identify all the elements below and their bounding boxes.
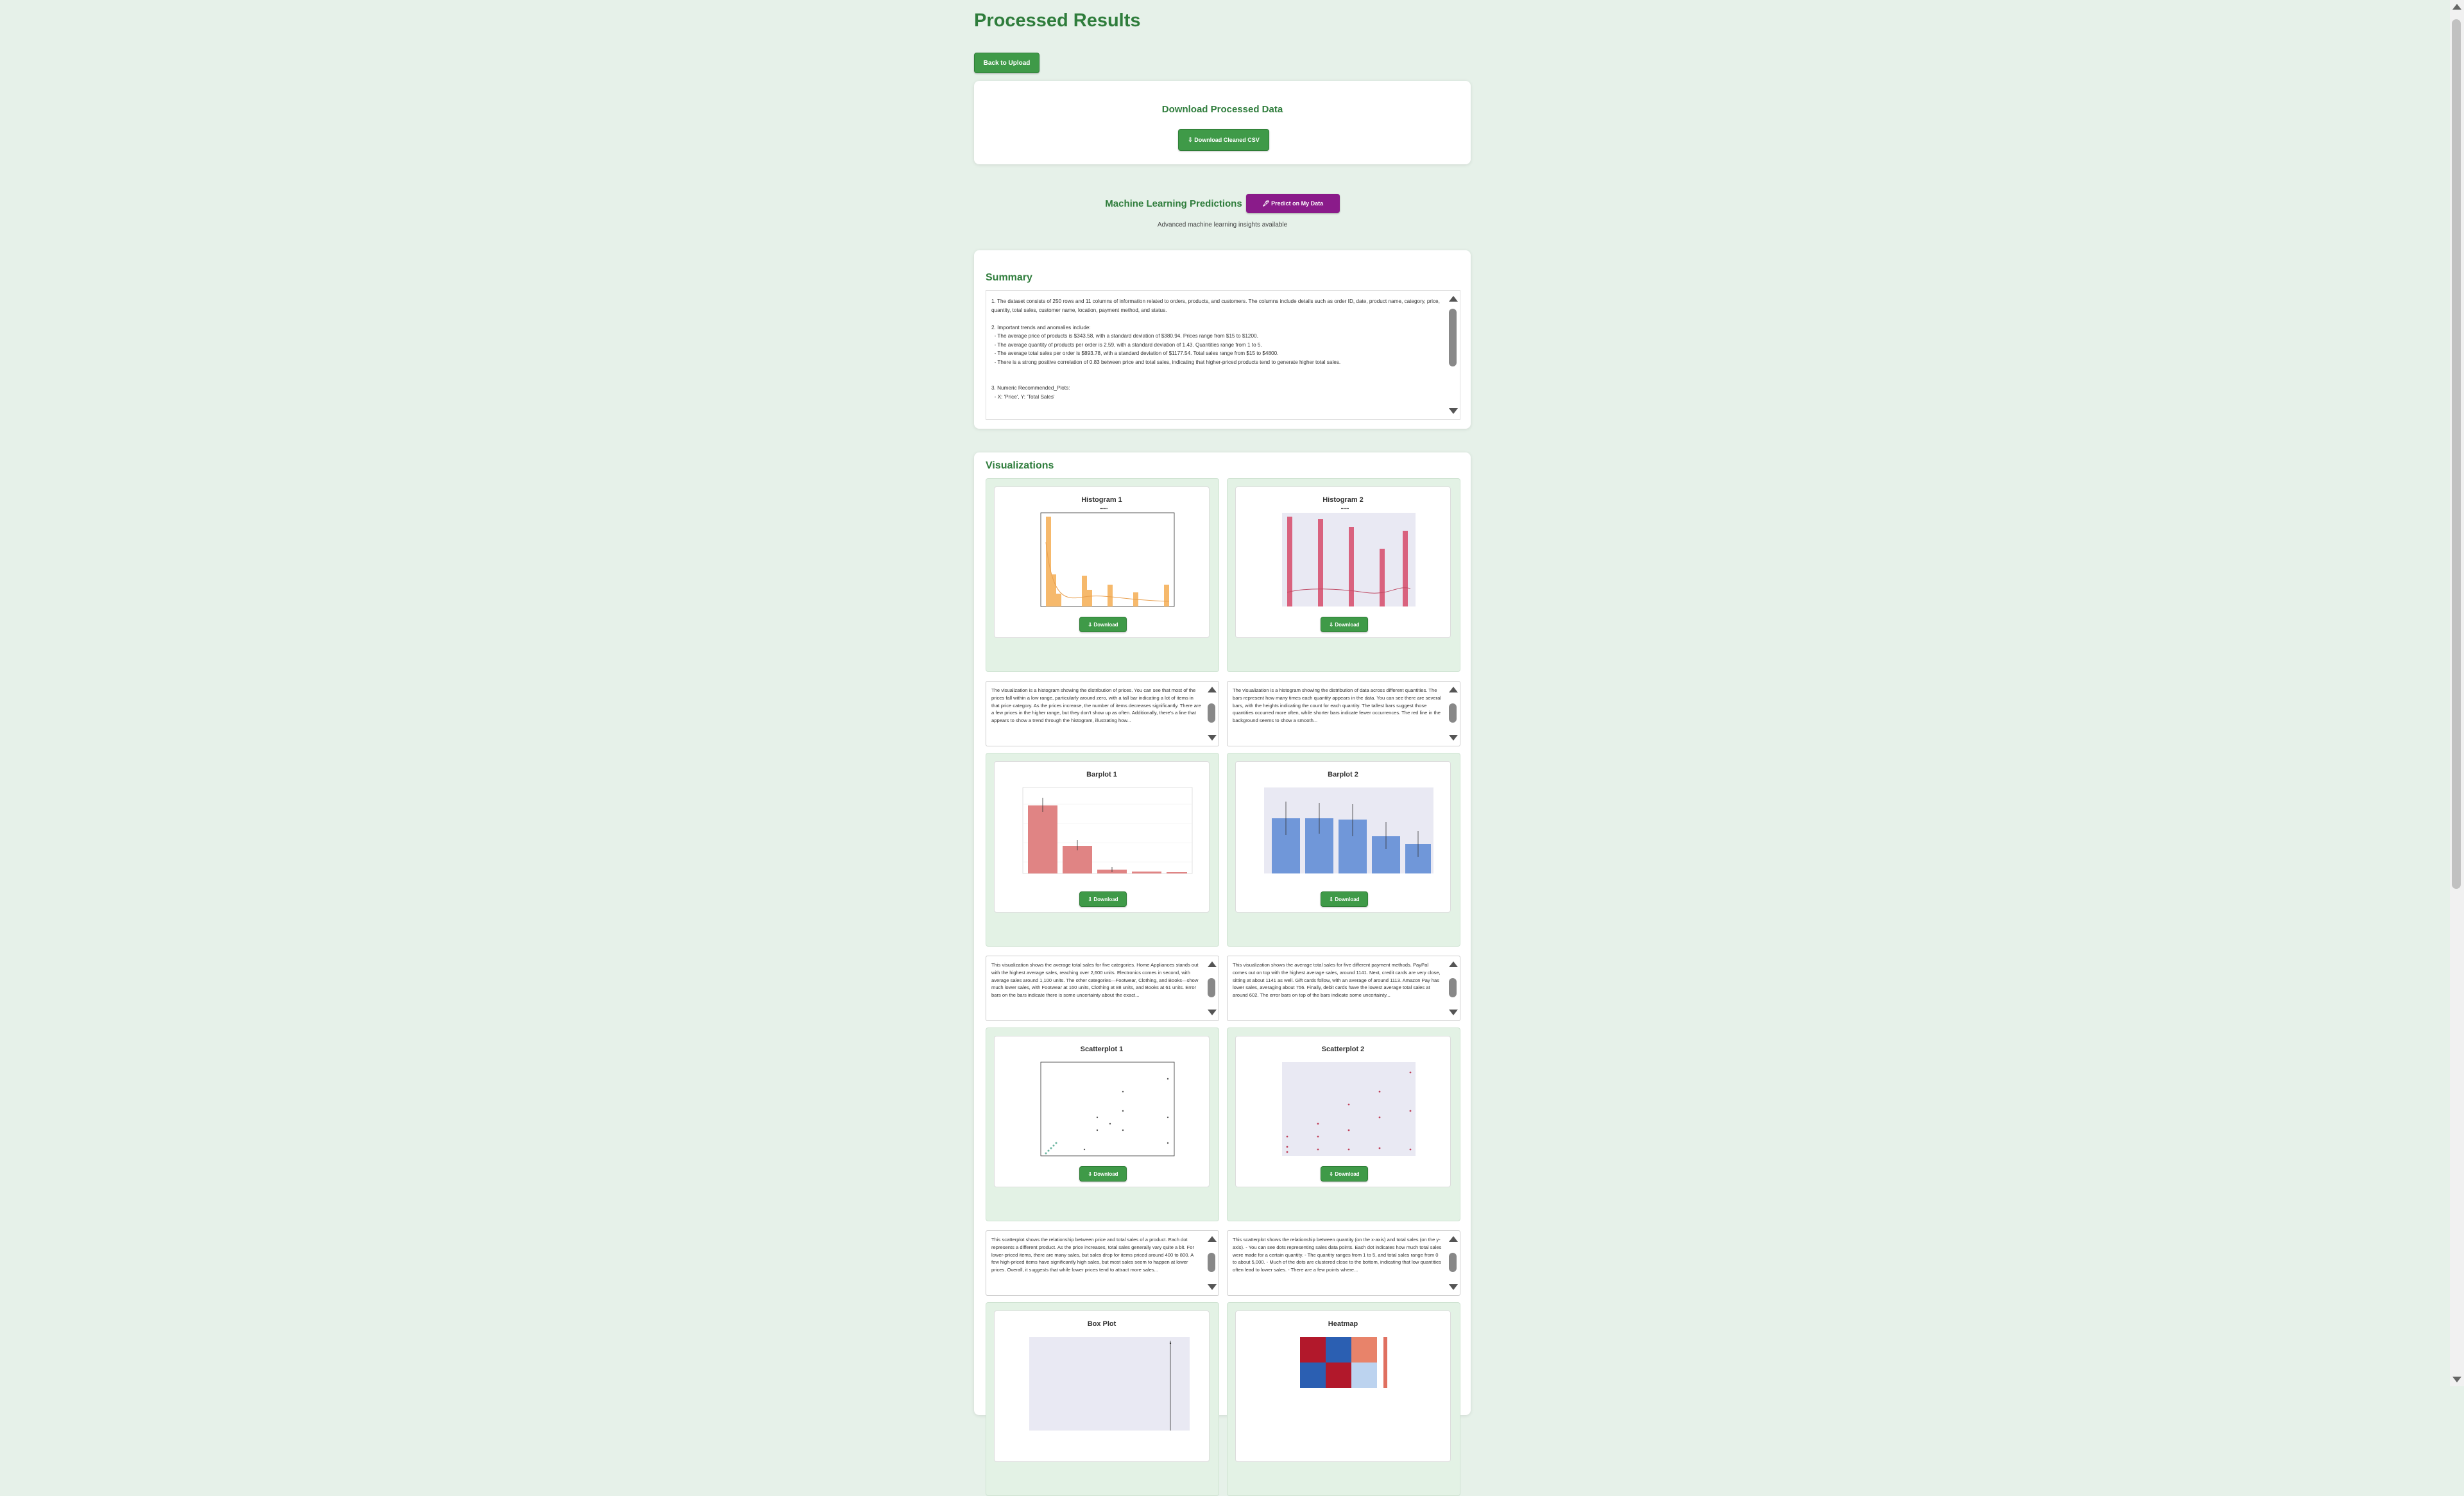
page-scrollbar[interactable] [2450,0,2464,1386]
histogram-2-tile: Histogram 2 ▪▪▪▪▪▪▪ ⇩ Download [1227,478,1460,672]
histogram-1-description-text: The visualization is a histogram showing… [991,687,1202,724]
scatterplot-1-download-button[interactable]: ⇩ Download [1079,1166,1127,1182]
scatterplot-2-download-button[interactable]: ⇩ Download [1321,1166,1368,1182]
back-to-upload-button[interactable]: Back to Upload [974,53,1040,73]
scatterplot-2-tile: Scatterplot 2 ⇩ Download [1227,1027,1460,1221]
histogram-2-description-text: The visualization is a histogram showing… [1233,687,1443,724]
scatterplot-2-description-text: This scatterplot shows the relationship … [1233,1237,1443,1273]
page-scroll-thumb[interactable] [2452,19,2461,889]
barplot-1-description[interactable]: This visualization shows the average tot… [986,956,1219,1021]
scroll-down-icon[interactable] [1449,735,1458,741]
scroll-down-icon[interactable] [1208,1284,1217,1290]
histogram-1-tile: Histogram 1 ▪▪▪▪▪▪▪ ⇩ Download [986,478,1219,672]
barplot-1-description-text: This visualization shows the average tot… [991,962,1200,999]
barplot-2-tile: Barplot 2 ⇩ Download [1227,753,1460,947]
desc-scrollbar[interactable] [1446,682,1460,746]
histogram-1-title: Histogram 1 [1081,496,1122,504]
barplot-1-tile: Barplot 1 ⇩ Download [986,753,1219,947]
scroll-up-icon[interactable] [1449,961,1458,967]
scatterplot-1-card: Scatterplot 1 ⇩ Download [994,1036,1210,1187]
summary-card: Summary 1. The dataset consists of 250 r… [974,250,1471,429]
desc-scrollbar[interactable] [1204,682,1219,746]
scroll-down-icon[interactable] [1208,1010,1217,1015]
ml-title: Machine Learning Predictions [1105,198,1242,209]
barplot-2-chart [1264,787,1433,873]
heatmap-title: Heatmap [1328,1320,1358,1328]
scroll-thumb[interactable] [1449,703,1457,723]
scatterplot-1-description[interactable]: This scatterplot shows the relationship … [986,1230,1219,1296]
desc-scrollbar[interactable] [1204,1231,1219,1295]
scroll-up-icon[interactable] [1449,687,1458,692]
heatmap-chart [1300,1337,1387,1388]
histogram-2-download-button[interactable]: ⇩ Download [1321,617,1368,632]
scatterplot-1-description-text: This scatterplot shows the relationship … [991,1237,1196,1273]
scroll-up-icon[interactable] [1449,1236,1458,1242]
heatmap-card: Heatmap [1235,1311,1451,1462]
page-title: Processed Results [974,10,1141,31]
scroll-down-icon[interactable] [1449,1284,1458,1290]
histogram-1-description[interactable]: The visualization is a histogram showing… [986,681,1219,746]
desc-scrollbar[interactable] [1446,1231,1460,1295]
predict-button[interactable]: 🖋 Predict on My Data [1245,194,1340,213]
box-plot-chart [1029,1337,1190,1431]
download-card: Download Processed Data ⇩ Download Clean… [974,81,1471,164]
barplot-2-download-button[interactable]: ⇩ Download [1321,891,1368,907]
scroll-thumb[interactable] [1208,1253,1215,1272]
barplot-1-chart [1022,787,1193,874]
page-scroll-down-icon[interactable] [2452,1377,2461,1382]
box-plot-card: Box Plot [994,1311,1210,1462]
visualizations-title: Visualizations [986,460,1054,471]
barplot-2-title: Barplot 2 [1328,771,1358,778]
desc-scrollbar[interactable] [1204,956,1219,1020]
scatterplot-1-title: Scatterplot 1 [1080,1045,1124,1053]
histogram-2-chart: ▪▪▪▪▪▪▪ [1282,507,1416,606]
download-csv-button[interactable]: ⇩ Download Cleaned CSV [1178,129,1269,151]
svg-text:▪▪▪▪▪▪▪: ▪▪▪▪▪▪▪ [1100,507,1108,511]
scroll-thumb[interactable] [1449,309,1457,366]
scatterplot-2-chart [1282,1062,1416,1156]
visualizations-card: Visualizations Histogram 1 ▪▪▪▪▪▪▪ [974,452,1471,1496]
summary-textbox[interactable]: 1. The dataset consists of 250 rows and … [986,290,1460,420]
scatterplot-2-title: Scatterplot 2 [1321,1045,1365,1053]
scatterplot-1-chart [1040,1062,1175,1156]
ml-section: Machine Learning Predictions 🖋 Predict o… [974,194,1471,213]
desc-scrollbar[interactable] [1446,956,1460,1020]
scroll-down-icon[interactable] [1449,1010,1458,1015]
barplot-2-description-text: This visualization shows the average tot… [1233,962,1442,999]
box-plot-title: Box Plot [1087,1320,1116,1328]
page-scroll-up-icon[interactable] [2452,4,2461,10]
scatterplot-2-description[interactable]: This scatterplot shows the relationship … [1227,1230,1460,1296]
scatterplot-1-tile: Scatterplot 1 ⇩ Download [986,1027,1219,1221]
download-title: Download Processed Data [1161,104,1283,115]
scroll-up-icon[interactable] [1449,296,1458,302]
scroll-thumb[interactable] [1449,1253,1457,1272]
histogram-2-card: Histogram 2 ▪▪▪▪▪▪▪ ⇩ Download [1235,486,1451,638]
histogram-1-download-button[interactable]: ⇩ Download [1079,617,1127,632]
svg-text:▪▪▪▪▪▪▪: ▪▪▪▪▪▪▪ [1341,507,1349,511]
barplot-2-description[interactable]: This visualization shows the average tot… [1227,956,1460,1021]
summary-scrollbar[interactable] [1446,291,1460,419]
histogram-1-card: Histogram 1 ▪▪▪▪▪▪▪ ⇩ Download [994,486,1210,638]
ml-subtitle: Advanced machine learning insights avail… [1157,221,1288,228]
histogram-2-title: Histogram 2 [1322,496,1364,504]
barplot-1-card: Barplot 1 ⇩ Download [994,761,1210,913]
scatterplot-2-card: Scatterplot 2 ⇩ Download [1235,1036,1451,1187]
scroll-up-icon[interactable] [1208,687,1217,692]
heatmap-tile: Heatmap [1227,1302,1460,1496]
barplot-1-title: Barplot 1 [1086,771,1117,778]
histogram-1-chart: ▪▪▪▪▪▪▪ [1040,507,1175,607]
box-plot-tile: Box Plot [986,1302,1219,1496]
scroll-down-icon[interactable] [1449,408,1458,414]
scroll-thumb[interactable] [1208,978,1215,997]
scroll-down-icon[interactable] [1208,735,1217,741]
scroll-up-icon[interactable] [1208,1236,1217,1242]
summary-text: 1. The dataset consists of 250 rows and … [991,298,1440,400]
summary-title: Summary [986,272,1032,283]
barplot-1-download-button[interactable]: ⇩ Download [1079,891,1127,907]
scroll-up-icon[interactable] [1208,961,1217,967]
histogram-2-description[interactable]: The visualization is a histogram showing… [1227,681,1460,746]
scroll-thumb[interactable] [1208,703,1215,723]
barplot-2-card: Barplot 2 ⇩ Download [1235,761,1451,913]
scroll-thumb[interactable] [1449,978,1457,997]
